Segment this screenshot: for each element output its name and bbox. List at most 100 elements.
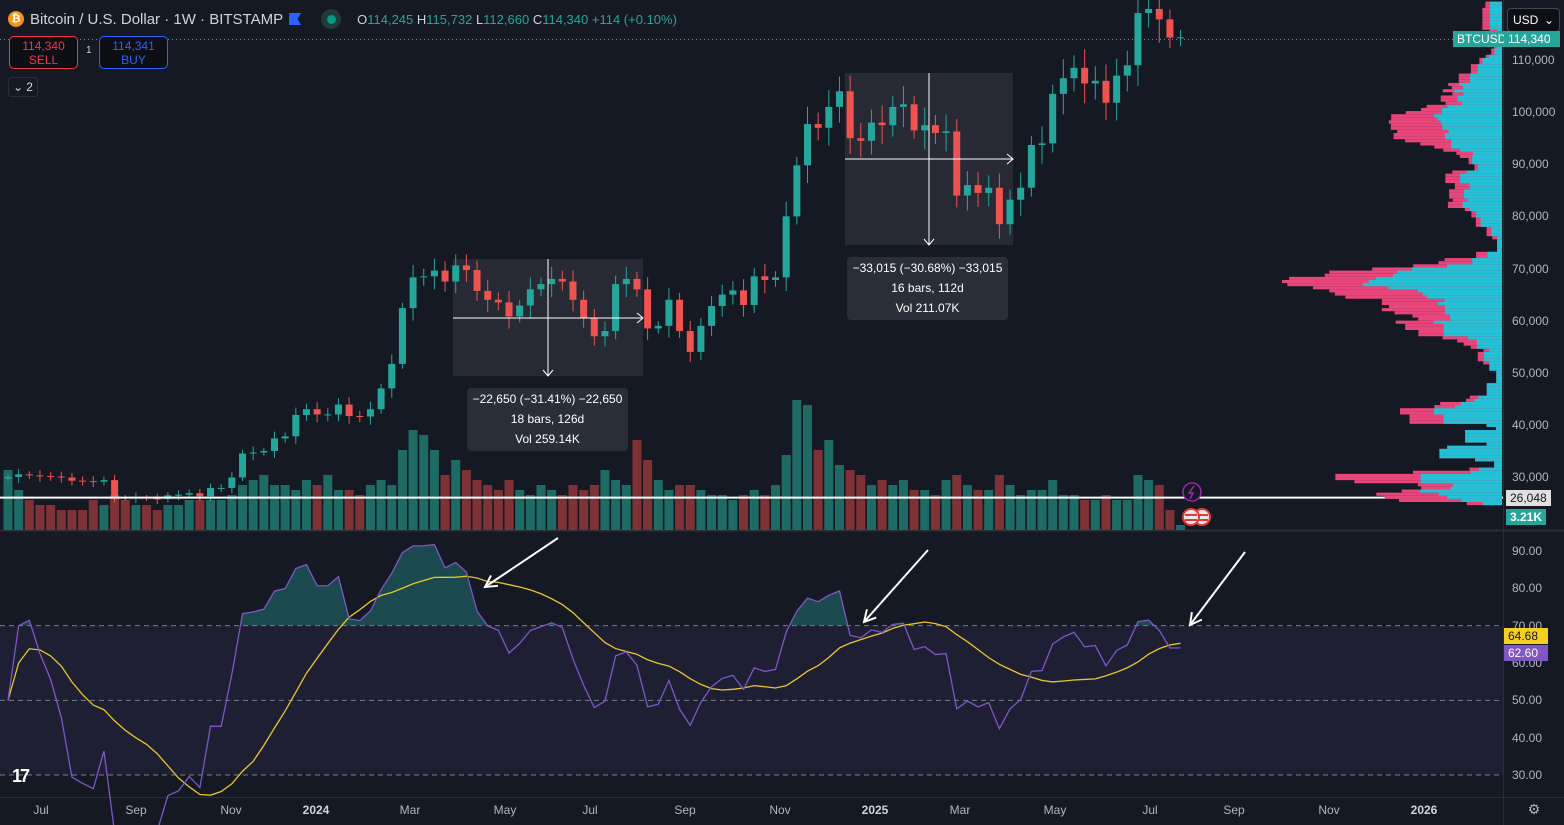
candle-body <box>494 299 502 303</box>
volume-profile-up <box>1482 57 1502 62</box>
volume-bar <box>696 490 706 530</box>
volume-bar <box>813 450 823 530</box>
volume-profile-up <box>1476 211 1502 215</box>
candle-body <box>782 216 790 278</box>
volume-bar <box>301 480 311 530</box>
volume-profile-up <box>1463 189 1502 193</box>
volume-profile-up <box>1469 208 1502 212</box>
volume-bar <box>67 510 77 530</box>
candle-body <box>302 409 310 415</box>
candle-body <box>249 452 257 454</box>
volume-profile-up <box>1441 107 1502 112</box>
candle-body <box>708 306 716 326</box>
candle-body <box>430 270 438 277</box>
candle-body <box>196 493 204 497</box>
candle-body <box>281 436 289 439</box>
volume-profile-up <box>1463 192 1502 196</box>
volume-profile-up <box>1448 129 1502 133</box>
flag-stripe <box>1196 519 1208 521</box>
volume-profile-up <box>1476 214 1502 218</box>
volume-bar <box>930 495 940 530</box>
rsi-axis-label: 80.00 <box>1512 581 1543 596</box>
low-value: 112,660 <box>483 11 530 27</box>
buy-button[interactable]: 114,341 BUY <box>99 36 168 69</box>
volume-profile-up <box>1489 23 1502 27</box>
candle-body <box>1070 67 1078 79</box>
candle-body <box>1102 80 1110 103</box>
volume-bar <box>1144 480 1154 530</box>
volume-bar <box>1090 500 1100 530</box>
volume-profile-up <box>1457 98 1502 102</box>
volume-profile-up <box>1480 217 1502 221</box>
candle-body <box>484 290 492 300</box>
candle-body <box>292 414 300 437</box>
volume-profile-up <box>1459 82 1502 87</box>
volume-bar <box>1176 525 1186 530</box>
volume-profile-up <box>1460 179 1502 184</box>
volume-bar <box>1133 475 1143 530</box>
measure-arrow-icon <box>923 153 1014 246</box>
volume-profile-up <box>1497 239 1502 243</box>
volume-bar <box>88 500 98 530</box>
volume-profile-up <box>1450 486 1502 490</box>
volume-profile-down <box>1384 495 1502 499</box>
volume-bar <box>333 490 343 530</box>
order-quantity[interactable]: 1 <box>86 45 92 56</box>
volume-profile-up <box>1489 20 1502 24</box>
volume-profile-up <box>1462 201 1502 205</box>
candle-body <box>601 331 609 337</box>
volume-profile-up <box>1486 389 1502 393</box>
price-axis-label: 90,000 <box>1512 157 1549 172</box>
time-axis-label: Nov <box>220 803 242 817</box>
market-status-icon[interactable] <box>321 9 342 29</box>
volume-bar <box>419 435 429 530</box>
volume-profile-up <box>1487 251 1502 255</box>
volume-profile-up <box>1447 104 1502 108</box>
ohlc-values: O114,245 H115,732 L112,660 C114,340 +114… <box>357 11 677 27</box>
volume-profile-up <box>1446 264 1502 268</box>
volume-profile-up <box>1443 414 1502 418</box>
candle-body <box>175 494 183 496</box>
volume-profile-up <box>1478 167 1502 171</box>
volume-bar <box>344 490 354 530</box>
candle-body <box>239 453 247 478</box>
volume-bar <box>824 440 834 530</box>
settings-gear-icon[interactable]: ⚙ <box>1527 801 1541 817</box>
volume-bar <box>962 485 972 530</box>
volume-profile-up <box>1462 101 1502 105</box>
volume-profile-down <box>1412 470 1502 474</box>
candle-body <box>185 493 193 495</box>
volume-profile-down <box>1345 295 1502 299</box>
volume-profile-up <box>1433 114 1502 118</box>
candle-body <box>985 187 993 193</box>
volume-profile-up <box>1443 326 1502 331</box>
volume-bar <box>920 490 930 530</box>
currency-select[interactable]: USD ⌄ <box>1507 8 1560 32</box>
candle-body <box>622 278 630 285</box>
volume-bar <box>675 485 685 530</box>
volume-bar <box>142 505 152 530</box>
tradingview-logo[interactable]: 17 <box>12 766 30 786</box>
volume-bar <box>355 495 365 530</box>
indicators-collapse-button[interactable]: ⌄ 2 <box>8 77 38 97</box>
measure-label-1: −22,650 (−31.41%) −22,650 18 bars, 126d Vo… <box>467 388 628 451</box>
rsi-line <box>7 543 1181 825</box>
flag-icon[interactable] <box>289 13 302 25</box>
symbol-title[interactable]: Bitcoin / U.S. Dollar · 1W · BITSTAMP <box>30 10 284 28</box>
volume-profile-up <box>1491 226 1502 230</box>
candle-body <box>409 277 417 309</box>
volume-profile-up <box>1486 383 1502 387</box>
volume-profile-up <box>1460 176 1502 180</box>
volume-profile-up <box>1375 276 1502 280</box>
sell-button[interactable]: 114,340 SELL <box>9 36 78 69</box>
candle-body <box>889 106 897 126</box>
volume-bar <box>973 490 983 530</box>
lightning-event-icon <box>1182 482 1202 502</box>
volume-bar <box>536 485 546 530</box>
volume-profile-up <box>1439 451 1502 456</box>
volume-profile-up <box>1494 464 1502 468</box>
candle-body <box>580 299 588 319</box>
candle-body <box>345 404 353 417</box>
volume-profile-up <box>1486 386 1502 390</box>
